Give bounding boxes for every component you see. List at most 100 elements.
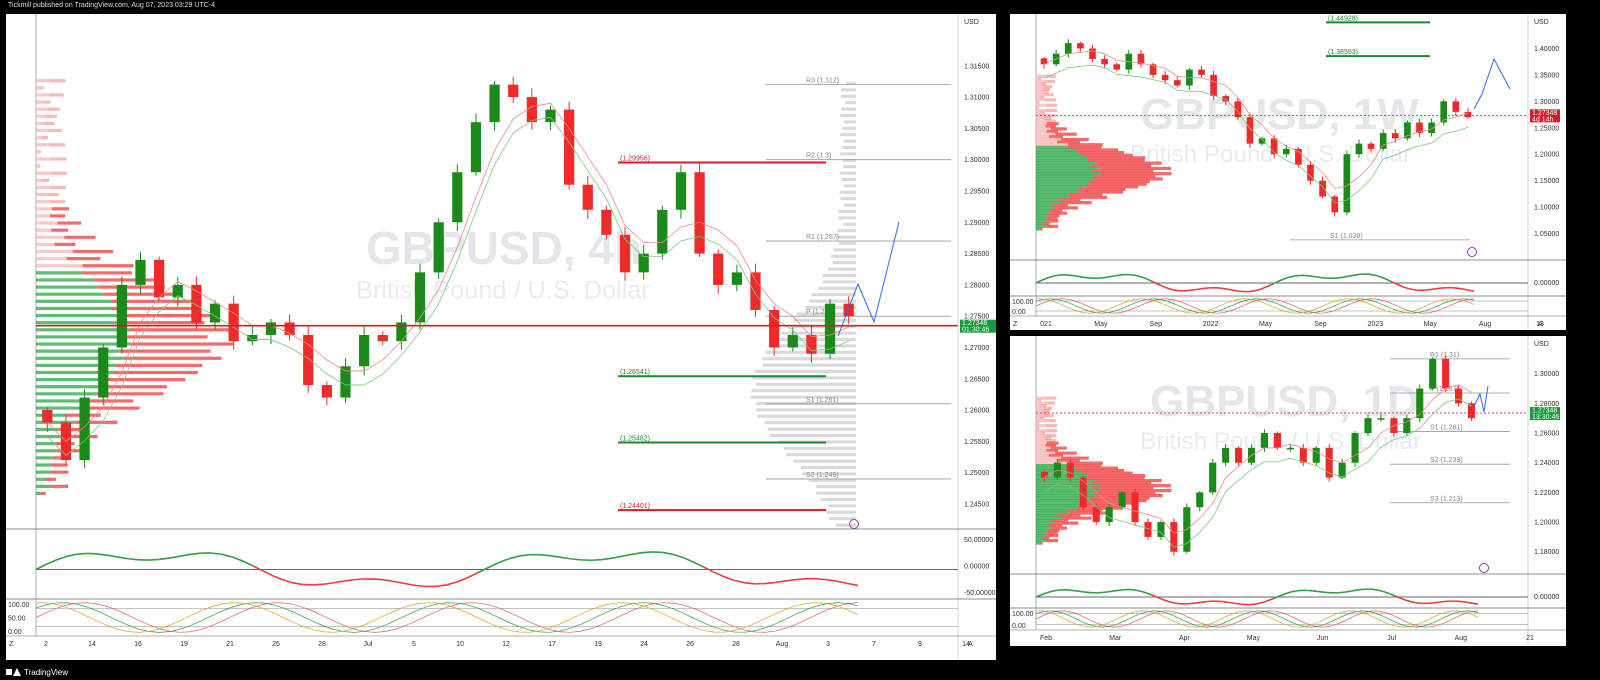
- volume-profile-bar-sell: [1050, 211, 1067, 215]
- volume-profile-bar-sell: [1046, 129, 1059, 134]
- volume-profile-bar-buy: [1036, 446, 1051, 450]
- volume-profile-bar-buy: [36, 335, 118, 339]
- volume-profile-bar-buy: [1036, 208, 1049, 213]
- osc1-segment: [159, 557, 170, 561]
- osc2-line: [1035, 298, 1475, 314]
- volume-profile-bar-buy: [1036, 399, 1039, 403]
- osc1-segment: [1256, 601, 1263, 605]
- volume-profile-bar-sell: [1046, 122, 1059, 126]
- volume-profile-bar-buy: [36, 114, 46, 118]
- osc1-segment: [1428, 601, 1434, 605]
- osc1-segment: [1174, 602, 1180, 605]
- candle-body: [1092, 507, 1100, 523]
- osc2-line: [1035, 610, 1479, 628]
- x-tick-label: 19: [180, 641, 188, 648]
- candle-body: [1066, 462, 1074, 478]
- x-tick-label: May: [1094, 321, 1108, 328]
- volume-profile-bar-sell: [1077, 469, 1125, 473]
- osc1-axis-label: 0.00000: [1534, 594, 1559, 601]
- candle-body: [1440, 101, 1448, 123]
- x-tick-label: 17: [548, 641, 556, 648]
- x-tick-label: 2023: [1368, 321, 1384, 328]
- volume-profile-bar-sell: [82, 399, 134, 403]
- osc2-axis-label: 0.00: [8, 629, 22, 636]
- volume-profile-bar-buy: [1036, 396, 1046, 400]
- volume-profile-bar-sell: [72, 249, 114, 254]
- volume-profile-bar-sell: [50, 185, 66, 190]
- osc1-segment: [703, 566, 715, 574]
- volume-profile-bar-buy: [1036, 216, 1047, 221]
- osc1-segment: [1118, 273, 1124, 277]
- chart-panel-1d[interactable]: GBPUSD, 1D British Pound / U.S. Dollar R1 …: [1010, 336, 1566, 646]
- volume-profile-bar-sell: [1095, 161, 1162, 165]
- volume-profile-bar-buy: [1036, 499, 1089, 503]
- osc1-segment: [282, 578, 294, 584]
- session-profile-bar: [835, 523, 856, 527]
- volume-profile-bar-buy: [1036, 198, 1058, 202]
- candle-body: [675, 172, 687, 210]
- osc1-segment: [1052, 589, 1059, 592]
- volume-profile-bar-sell: [117, 335, 208, 339]
- osc1-segment: [734, 579, 746, 584]
- osc1-segment: [97, 553, 109, 557]
- volume-profile-bar-sell: [1050, 446, 1067, 450]
- osc1-segment: [1282, 276, 1289, 281]
- volume-profile-bar-buy: [1036, 454, 1049, 458]
- zoom-button: Z: [1013, 321, 1018, 328]
- session-profile-bar: [839, 171, 856, 175]
- y-tick-label: 1.24000: [1534, 460, 1559, 467]
- osc1-segment: [1400, 597, 1407, 602]
- candle-body: [1173, 80, 1181, 86]
- zoom-button: Z: [9, 641, 14, 648]
- y-tick-label: 1.26000: [1534, 431, 1559, 438]
- volume-profile-bar-buy: [36, 271, 82, 275]
- osc1-segment: [1262, 599, 1269, 604]
- candle-body: [1258, 138, 1266, 144]
- osc1-segment: [1468, 289, 1475, 292]
- candle-body: [1416, 122, 1423, 134]
- osc1-segment: [477, 566, 489, 574]
- candle-body: [1209, 462, 1217, 493]
- candle-body: [1222, 447, 1230, 463]
- candle-body: [1113, 64, 1121, 70]
- chart-panel-4h[interactable]: GBPUSD, 4h British Pound / U.S. Dollar (1.…: [6, 14, 996, 660]
- x-tick-label: 24: [640, 641, 648, 648]
- volume-profile-bar-buy: [36, 328, 130, 332]
- session-profile-bar: [790, 325, 856, 329]
- volume-profile-bar-sell: [38, 150, 41, 154]
- osc1-segment: [713, 571, 725, 578]
- volume-profile-bar-buy: [1036, 474, 1088, 478]
- volume-profile-bar-sell: [1057, 198, 1081, 202]
- osc1-segment: [354, 578, 365, 581]
- volume-profile-bar-sell: [1045, 434, 1057, 438]
- y-tick-label: 1.24500: [964, 501, 989, 508]
- volume-profile-bar-sell: [51, 207, 70, 211]
- watermark-name: British Pound / U.S. Dollar: [356, 277, 650, 305]
- osc1-segment: [775, 580, 787, 584]
- osc1-segment: [1317, 590, 1324, 593]
- osc1-segment: [1135, 589, 1142, 593]
- osc1-segment: [611, 555, 622, 560]
- candle-body: [1144, 522, 1152, 537]
- volume-profile-bar-buy: [1036, 203, 1052, 207]
- x-tick-label: 3: [826, 641, 830, 648]
- chart-panel-1w[interactable]: GBPUSD, 1W British Pound / U.S. Dollar (1.…: [1010, 14, 1566, 330]
- osc1-segment: [1085, 276, 1091, 279]
- volume-profile-bar-buy: [1036, 85, 1044, 89]
- volume-profile-bar-sell: [1037, 426, 1039, 430]
- volume-profile-bar-sell: [1062, 516, 1092, 520]
- volume-profile-bar-buy: [1036, 77, 1039, 81]
- osc1-segment: [118, 556, 129, 560]
- x-tick-label: 2: [44, 641, 48, 648]
- volume-profile-bar-buy: [36, 79, 51, 83]
- osc1-segment: [1380, 276, 1387, 280]
- session-profile-bar: [764, 421, 856, 425]
- volume-profile-bar-buy: [1036, 481, 1091, 485]
- level-label: (1.24401): [620, 503, 650, 510]
- candle-body: [1355, 143, 1363, 155]
- candle-body: [564, 109, 575, 185]
- volume-profile-bar-buy: [36, 86, 40, 90]
- candle-body: [508, 84, 519, 98]
- osc1-segment: [1276, 278, 1283, 283]
- volume-profile-bar-sell: [1061, 137, 1089, 142]
